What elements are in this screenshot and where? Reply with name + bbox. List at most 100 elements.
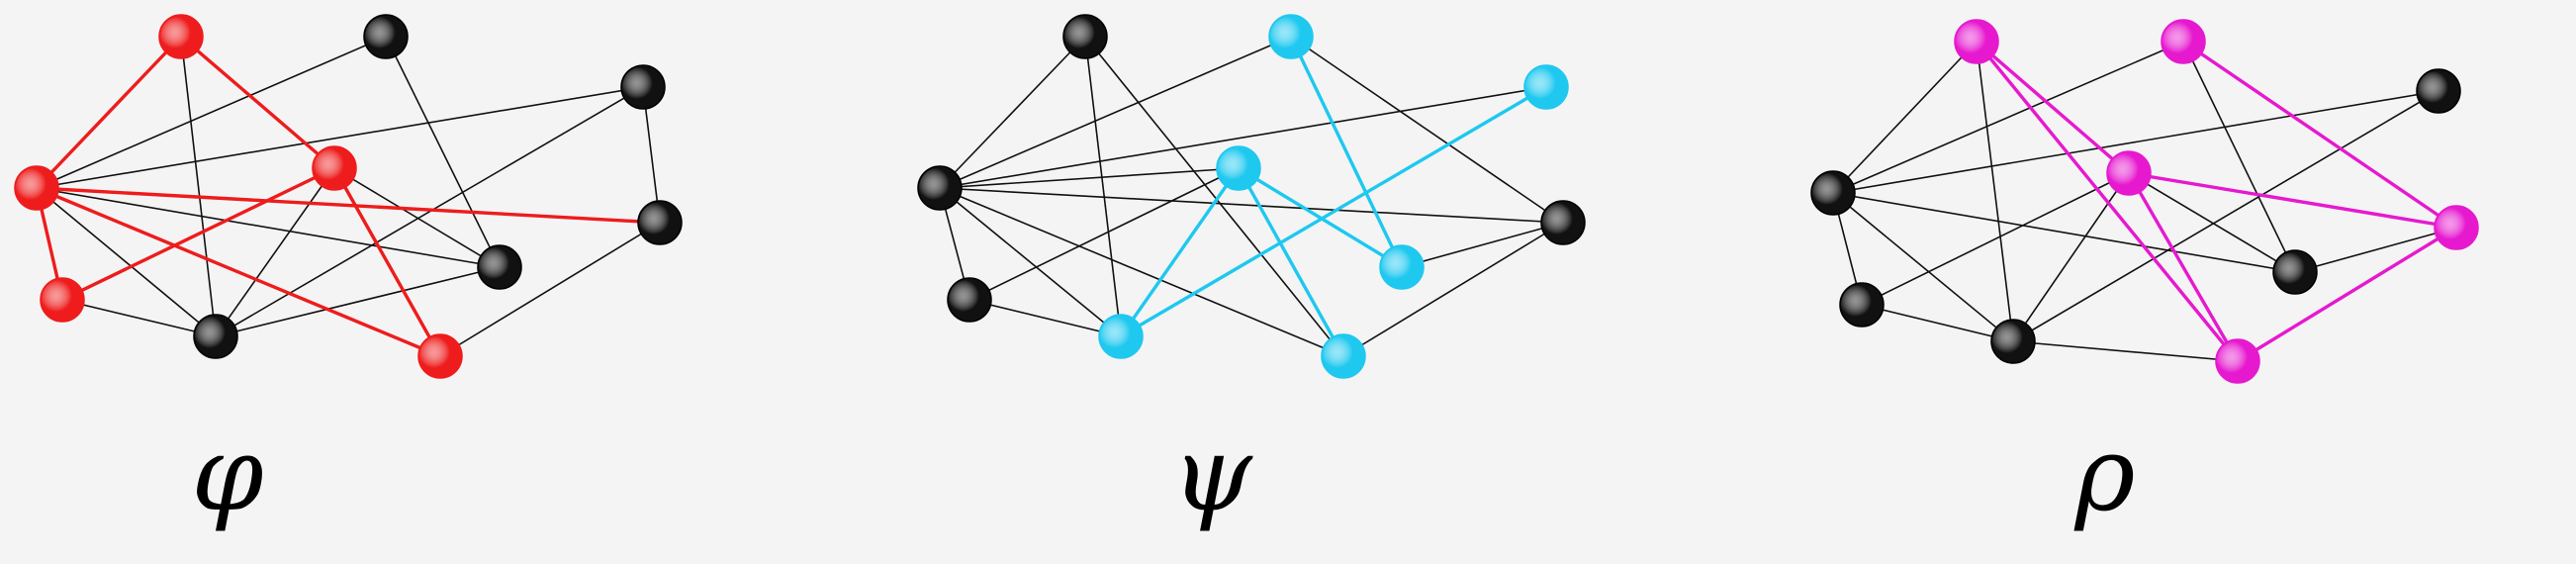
edge <box>1401 222 1564 268</box>
node-shading <box>1381 246 1423 288</box>
highlighted-edge <box>61 166 335 302</box>
node-shading <box>2108 152 2150 194</box>
graph-phi <box>14 14 683 379</box>
edge <box>1861 304 2014 342</box>
node-shading <box>1812 172 1854 214</box>
node-shading <box>42 279 83 321</box>
highlighted-edge <box>2237 226 2457 363</box>
node-shading <box>2162 21 2204 62</box>
node-shading <box>2217 340 2258 382</box>
edge <box>939 187 1344 357</box>
node-shading <box>2274 251 2316 293</box>
highlighted-edge <box>1975 40 2131 175</box>
highlighted-edge <box>1237 167 1345 357</box>
node-shading <box>1956 21 1997 62</box>
edges <box>1832 40 2457 363</box>
highlighted-edge <box>36 186 661 225</box>
edge <box>36 187 217 337</box>
edge <box>939 36 1086 189</box>
edge <box>2128 172 2296 273</box>
node-shading <box>1323 335 1364 377</box>
edge <box>939 36 1292 189</box>
node-shading <box>419 335 461 377</box>
node-shading <box>949 279 990 321</box>
node-shading <box>639 202 681 243</box>
edge <box>2012 340 2239 362</box>
node-shading <box>1064 16 1106 57</box>
node-shading <box>1270 16 1312 57</box>
edges <box>35 35 661 358</box>
edge <box>2012 90 2439 342</box>
edge <box>215 266 501 337</box>
node-shading <box>919 167 961 209</box>
highlighted-edge <box>2128 171 2457 230</box>
edge <box>333 167 501 268</box>
highlighted-edge <box>1975 40 2240 363</box>
edge <box>180 36 217 337</box>
highlighted-edge <box>332 167 442 357</box>
highlighted-edge <box>1289 36 1404 268</box>
edge <box>36 36 387 189</box>
edge <box>215 86 644 337</box>
edge <box>439 222 661 357</box>
graph-psi <box>917 14 1586 379</box>
edge <box>939 167 1240 189</box>
node-shading <box>160 16 202 57</box>
edge <box>1861 172 2130 306</box>
node-shading <box>1992 321 2034 362</box>
node-shading <box>1841 284 1883 326</box>
node-shading <box>622 66 664 108</box>
graph-rho <box>1810 19 2479 384</box>
highlighted-edge <box>2182 40 2457 230</box>
edge <box>215 167 335 337</box>
node-shading <box>1218 147 1259 189</box>
edge <box>642 86 661 224</box>
edge <box>2294 227 2457 273</box>
edge <box>1832 90 2439 194</box>
edge <box>968 167 1240 301</box>
edge <box>1976 41 2014 342</box>
edge <box>939 187 1122 337</box>
node-shading <box>16 167 57 209</box>
highlighted-edge <box>35 35 183 190</box>
edge <box>2012 172 2130 342</box>
edge <box>968 299 1122 337</box>
graph-label-rho: ρ <box>2073 414 2135 534</box>
highlighted-edge <box>1119 167 1241 337</box>
edge <box>1084 36 1344 357</box>
node-shading <box>1525 66 1567 108</box>
nodes <box>917 14 1586 379</box>
highlighted-edge <box>36 186 441 358</box>
nodes <box>1810 19 2479 384</box>
edge <box>1832 192 2296 273</box>
node-shading <box>2436 207 2477 248</box>
highlighted-edge <box>2127 172 2240 362</box>
edge <box>61 299 217 337</box>
node-shading <box>1100 316 1142 357</box>
graph-label-psi: ψ <box>1171 414 1253 534</box>
graph-label-phi: φ <box>192 414 264 534</box>
node-shading <box>195 316 236 357</box>
edge <box>1832 192 2014 342</box>
node-shading <box>365 16 407 57</box>
node-shading <box>1542 202 1584 243</box>
edge <box>1084 36 1122 337</box>
highlighted-edge <box>1120 85 1547 338</box>
edge <box>939 187 1564 224</box>
edge <box>385 36 501 268</box>
edges <box>939 36 1564 357</box>
edge <box>1832 41 1978 194</box>
nodes <box>14 14 683 379</box>
edge <box>939 86 1547 189</box>
edge <box>2182 41 2296 273</box>
edge <box>1290 36 1564 224</box>
edge <box>36 86 644 189</box>
highlighted-edge <box>179 35 336 170</box>
node-shading <box>314 147 355 189</box>
node-shading <box>2418 70 2459 112</box>
edge <box>1832 41 2184 194</box>
node-shading <box>479 246 520 288</box>
edge <box>36 187 501 268</box>
edge <box>1342 222 1564 357</box>
